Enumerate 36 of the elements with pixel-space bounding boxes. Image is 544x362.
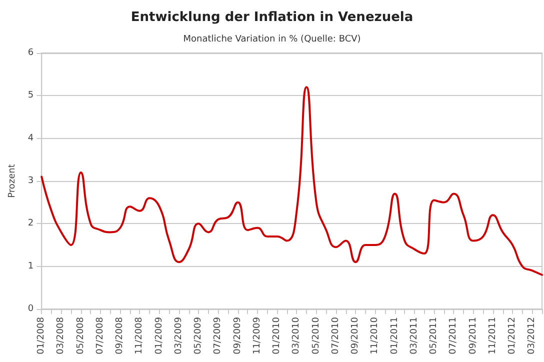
y-tick-label: 2 xyxy=(28,218,34,229)
x-tick-label: 09/2009 xyxy=(232,316,243,354)
x-tick-label: 03/2012 xyxy=(527,317,538,354)
x-tick-label: 03/2009 xyxy=(174,316,184,354)
x-tick-label: 11/2011 xyxy=(488,317,498,354)
x-tick-label: 07/2008 xyxy=(95,316,106,354)
y-tick-label: 6 xyxy=(28,48,34,58)
chart-title: Entwicklung der Inflation in Venezuela xyxy=(130,10,414,25)
x-tick-label: 11/2009 xyxy=(252,316,262,354)
x-tick-label: 07/2011 xyxy=(448,317,459,354)
x-tick-label: 01/2011 xyxy=(390,317,400,354)
y-tick-label: 0 xyxy=(28,304,34,314)
x-tick-label: 01/2012 xyxy=(508,317,518,354)
y-tick-label: 5 xyxy=(28,90,34,101)
x-tick-label: 07/2010 xyxy=(330,316,341,354)
x-tick-label: 03/2010 xyxy=(292,316,302,354)
x-tick-label: 09/2011 xyxy=(468,317,478,354)
x-tick-label: 11/2008 xyxy=(134,316,145,354)
x-tick-label: 11/2010 xyxy=(370,316,380,354)
x-tick-label: 01/2009 xyxy=(154,316,164,354)
x-tick-label: 01/2010 xyxy=(272,316,282,354)
x-tick-label: 09/2008 xyxy=(115,316,126,354)
y-axis-title: Prozent xyxy=(8,164,18,198)
x-tick-label: 05/2008 xyxy=(76,316,86,354)
y-tick-label: 3 xyxy=(28,176,34,186)
y-tick-label: 1 xyxy=(28,261,34,272)
x-tick-label: 01/2008 xyxy=(36,316,47,354)
x-tick-label: 05/2009 xyxy=(194,316,204,354)
y-tick-label: 4 xyxy=(28,133,34,144)
x-tick-label: 05/2011 xyxy=(429,317,440,354)
x-tick-label: 03/2008 xyxy=(56,316,66,354)
x-tick-label: 07/2009 xyxy=(213,316,224,354)
x-tick-label: 03/2011 xyxy=(409,317,420,354)
x-tick-label: 05/2010 xyxy=(311,316,322,354)
chart-subtitle: Monatliche Variation in % (Quelle: BCV) xyxy=(183,34,361,44)
x-tick-label: 09/2010 xyxy=(350,316,361,354)
